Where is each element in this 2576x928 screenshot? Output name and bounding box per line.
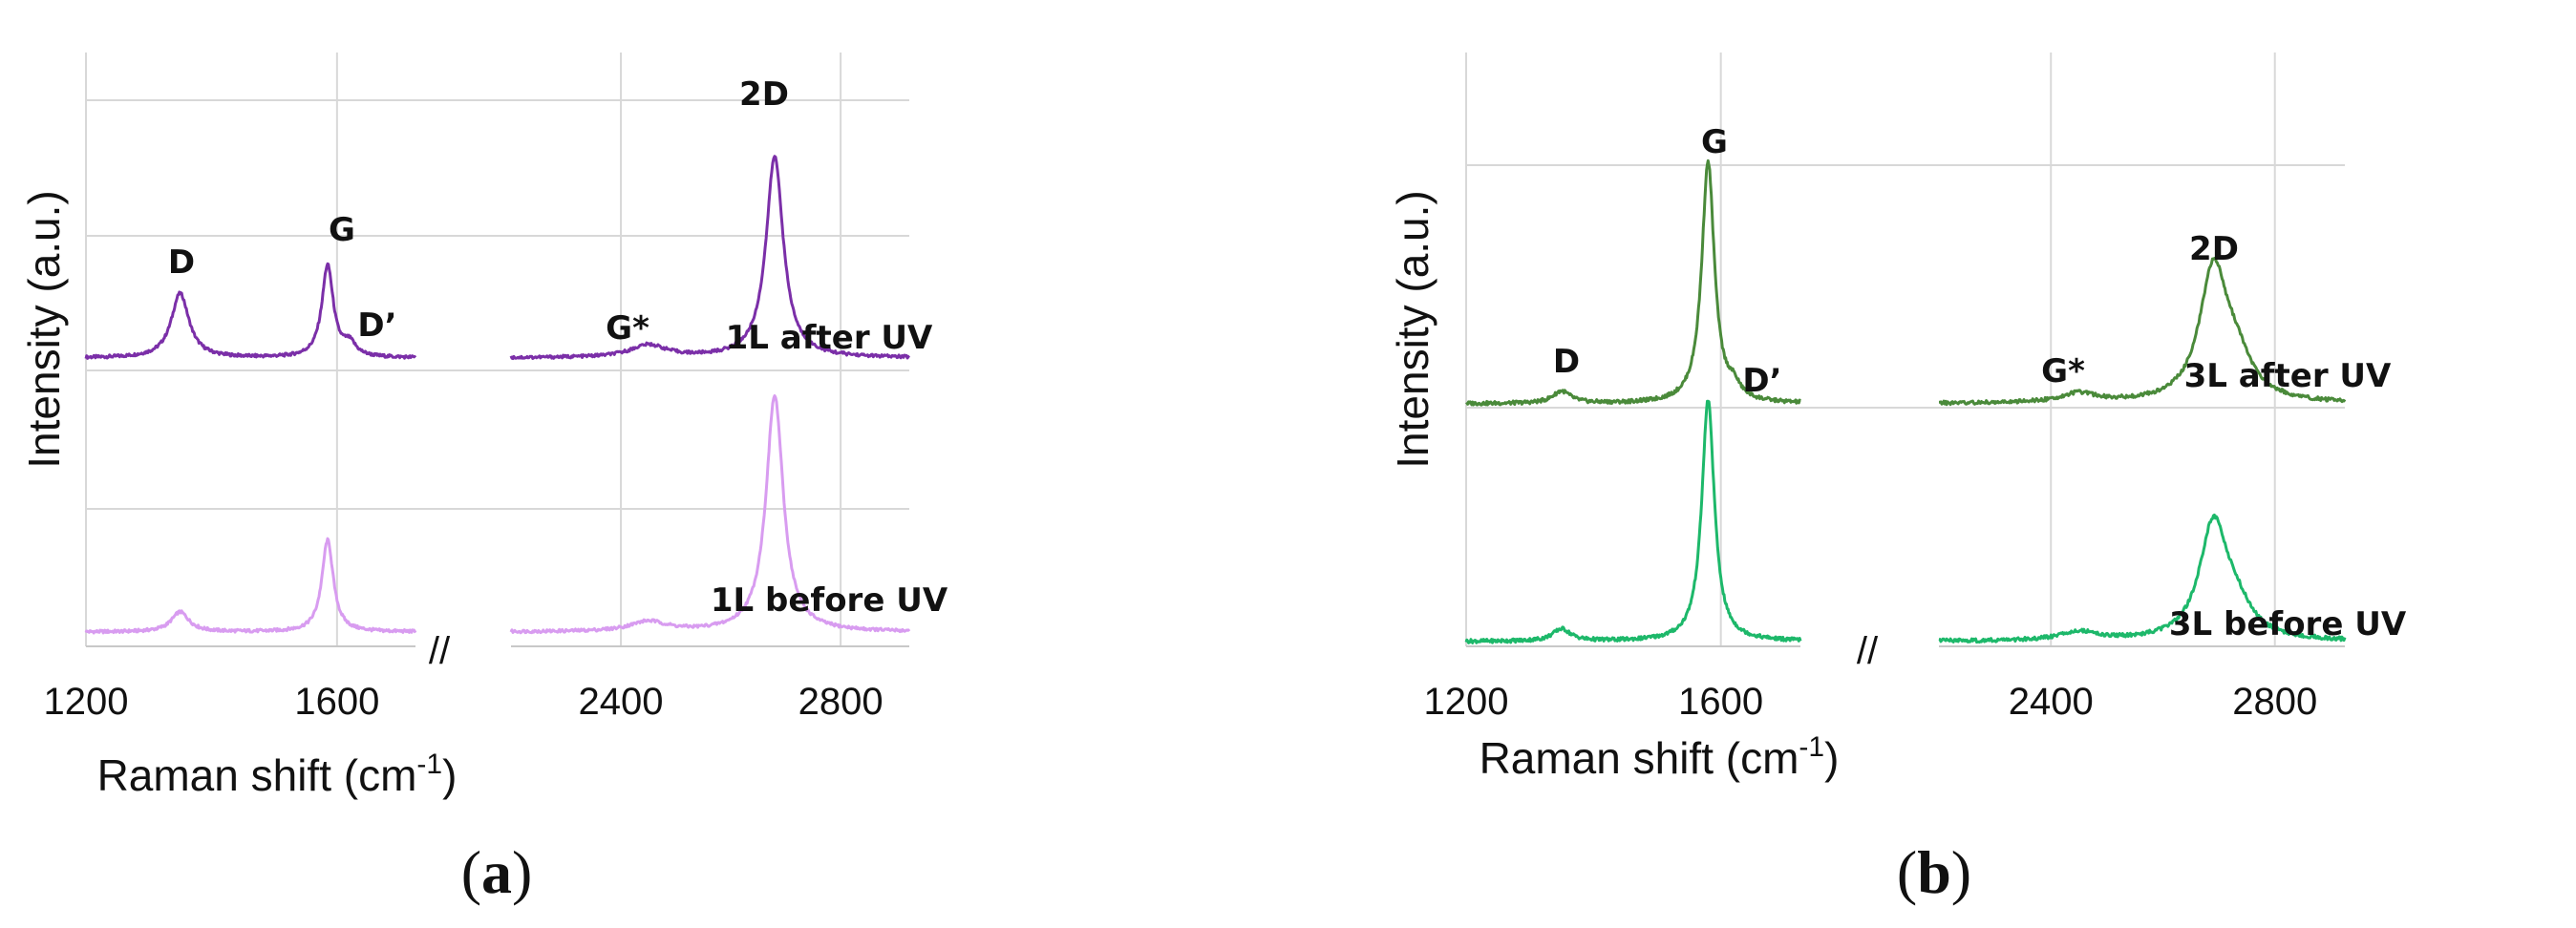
peak-label-a-4: 2D <box>739 75 789 114</box>
peak-label-b-1: G <box>1701 123 1728 161</box>
panel-label-a-open: ( <box>461 838 481 906</box>
series-label-a-1: 1L before UV <box>711 581 948 620</box>
series-labels-a: 1L after UV 1L before UV <box>711 319 948 620</box>
x-tick-a-1: 1600 <box>294 681 379 723</box>
panel-a: 1200 1600 2400 2800 DGD’ G*2D 1L after UV1L … <box>19 53 948 906</box>
peak-label-a-2: D’ <box>357 306 396 345</box>
peak-label-a-3: G* <box>606 309 649 348</box>
x-axis-label-a-sup: -1 <box>416 749 442 780</box>
panel-label-a-close: ) <box>512 838 532 906</box>
trace-b-1-seg0 <box>1464 399 1802 644</box>
trace-a-1-seg0 <box>84 537 417 635</box>
peak-labels-a: D G D’ G* 2D <box>168 75 789 348</box>
trace-b-0-seg1 <box>1938 256 2347 407</box>
panel-label-a-letter: a <box>481 838 512 906</box>
x-axis-label-a-close: ) <box>442 750 457 800</box>
x-tick-a-3: 2800 <box>798 681 884 723</box>
trace-a-0-seg1 <box>509 155 911 361</box>
grid-a <box>85 53 909 647</box>
x-axis-label-b-close: ) <box>1824 733 1839 783</box>
peak-label-b-3: G* <box>2041 352 2085 390</box>
trace-b-1-seg1 <box>1938 513 2347 644</box>
panel-label-b-close: ) <box>1951 838 1971 906</box>
x-axis-label-b-sup: -1 <box>1799 731 1824 763</box>
x-tick-a-0: 1200 <box>44 681 129 723</box>
trace-a-0-seg0 <box>84 262 417 360</box>
x-tick-b-2: 2400 <box>2009 681 2094 723</box>
axis-break-a: // <box>429 630 451 672</box>
traces-a <box>84 155 911 635</box>
peak-label-b-0: D <box>1553 343 1580 381</box>
y-axis-label-b: Intensity (a.u.) <box>1388 190 1437 468</box>
series-label-a-0: 1L after UV <box>726 319 933 357</box>
ticks-b: 1200 1600 2400 2800 <box>1424 681 2318 723</box>
series-label-b-1: 3L before UV <box>2169 605 2407 643</box>
peak-label-b-4: 2D <box>2189 230 2239 268</box>
series-labels-b: 3L after UV 3L before UV <box>2169 357 2407 643</box>
x-axis-label-a-main: Raman shift (cm <box>97 750 417 800</box>
grid-b <box>1465 53 2345 647</box>
x-tick-b-1: 1600 <box>1678 681 1763 723</box>
x-tick-b-3: 2800 <box>2232 681 2317 723</box>
x-tick-b-0: 1200 <box>1424 681 1509 723</box>
axis-break-b: // <box>1857 630 1879 672</box>
x-axis-label-b: Raman shift (cm-1) <box>1480 731 1840 783</box>
traces-b <box>1464 158 2347 644</box>
peak-label-a-0: D <box>168 243 195 282</box>
trace-b-0-seg0 <box>1465 158 1801 407</box>
peak-labels-b: D G D’ G* 2D <box>1553 123 2239 400</box>
ticks-a: 1200 1600 2400 2800 <box>44 681 884 723</box>
series-label-b-0: 3L after UV <box>2184 357 2392 395</box>
x-axis-label-a: Raman shift (cm-1) <box>97 749 458 800</box>
panel-label-b: (b) <box>1897 838 1971 906</box>
trace-a-1-seg1 <box>509 394 911 635</box>
x-tick-a-2: 2400 <box>579 681 664 723</box>
panel-label-b-letter: b <box>1917 838 1951 906</box>
peak-label-a-1: G <box>329 211 355 249</box>
panel-b: 1200 1600 2400 2800 DGD’ G*2D 3L after UV3L … <box>1388 53 2407 906</box>
peak-label-b-2: D’ <box>1742 362 1781 400</box>
panel-label-b-open: ( <box>1897 838 1917 906</box>
panel-label-a: (a) <box>461 838 533 906</box>
x-axis-label-b-main: Raman shift (cm <box>1480 733 1799 783</box>
y-axis-label-a: Intensity (a.u.) <box>19 190 69 468</box>
